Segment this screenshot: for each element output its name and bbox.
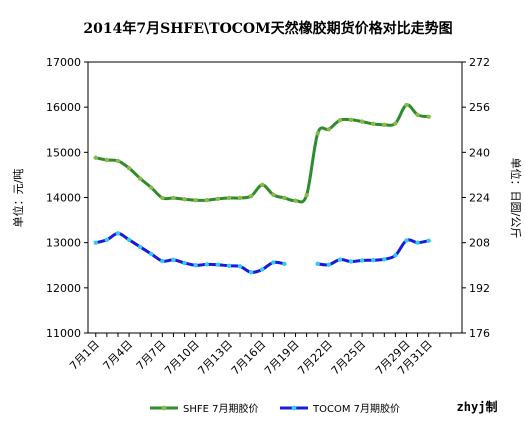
left-y-axis: 11000 12000 13000 14000 15000 16000 17000 bbox=[46, 56, 88, 340]
left-axis-label: 单位：元/吨 bbox=[11, 169, 25, 228]
data-point-shfe bbox=[115, 158, 121, 164]
data-point-tocom bbox=[137, 244, 143, 250]
right-tick-label: 240 bbox=[469, 146, 490, 159]
data-point-tocom bbox=[382, 257, 387, 262]
left-tick-label: 12000 bbox=[46, 282, 81, 295]
data-point-tocom bbox=[104, 237, 110, 243]
data-point-tocom bbox=[204, 262, 209, 267]
left-tick-label: 17000 bbox=[46, 56, 81, 69]
right-axis-label: 单位：日圆/公斤 bbox=[509, 158, 523, 239]
data-point-shfe bbox=[182, 197, 187, 202]
x-tick-label: 7月22日 bbox=[295, 338, 335, 378]
right-tick-label: 272 bbox=[469, 56, 490, 69]
data-point-tocom bbox=[404, 238, 409, 243]
data-point-shfe bbox=[337, 118, 343, 123]
legend-marker-shfe bbox=[161, 405, 167, 411]
left-tick-label: 11000 bbox=[46, 327, 81, 340]
data-point-shfe bbox=[215, 196, 221, 202]
data-point-tocom bbox=[193, 263, 198, 268]
x-axis: 7月1日7月4日7月7日7月10日7月13日7月16日7月19日7月22日7月2… bbox=[67, 333, 452, 378]
left-tick-label: 15000 bbox=[46, 146, 81, 159]
right-y-axis: 176 192 208 224 240 256 272 bbox=[462, 56, 490, 340]
data-point-shfe bbox=[93, 155, 98, 160]
data-point-tocom bbox=[271, 260, 276, 265]
data-point-tocom bbox=[93, 240, 98, 245]
data-point-tocom bbox=[426, 238, 431, 243]
x-tick-label: 7月19日 bbox=[262, 338, 302, 378]
series-layer bbox=[93, 102, 431, 275]
data-point-shfe bbox=[271, 192, 276, 197]
data-point-tocom bbox=[337, 257, 343, 262]
watermark: zhyj制 bbox=[457, 399, 498, 414]
data-point-tocom bbox=[237, 264, 243, 269]
data-point-tocom bbox=[348, 259, 354, 264]
data-point-tocom bbox=[182, 260, 187, 266]
data-point-tocom bbox=[149, 251, 154, 257]
data-point-tocom bbox=[115, 231, 121, 236]
data-point-tocom bbox=[260, 267, 265, 272]
data-point-shfe bbox=[137, 176, 143, 181]
left-tick-label: 13000 bbox=[46, 237, 81, 250]
data-point-shfe bbox=[326, 127, 332, 132]
data-point-shfe bbox=[371, 121, 376, 127]
right-tick-label: 176 bbox=[469, 327, 490, 340]
data-point-tocom bbox=[215, 262, 221, 267]
legend-label-shfe: SHFE 7月期胶价 bbox=[183, 402, 258, 415]
data-point-tocom bbox=[171, 257, 176, 263]
data-point-tocom bbox=[126, 237, 132, 243]
data-point-shfe bbox=[160, 195, 165, 201]
data-point-tocom bbox=[315, 261, 320, 267]
left-tick-label: 16000 bbox=[46, 101, 81, 114]
x-tick-label: 7月1日 bbox=[67, 338, 102, 373]
right-tick-label: 224 bbox=[469, 192, 490, 205]
data-point-tocom bbox=[282, 261, 287, 267]
data-point-tocom bbox=[415, 240, 420, 245]
x-tick-label: 7月13日 bbox=[195, 338, 235, 378]
data-point-shfe bbox=[171, 195, 176, 201]
data-point-shfe bbox=[248, 193, 254, 199]
data-point-shfe bbox=[282, 195, 287, 201]
data-point-shfe bbox=[104, 157, 110, 163]
data-point-shfe bbox=[415, 112, 420, 118]
data-point-shfe bbox=[393, 121, 398, 126]
data-point-tocom bbox=[160, 258, 165, 264]
x-tick-label: 7月25日 bbox=[329, 338, 369, 378]
data-point-shfe bbox=[126, 165, 132, 171]
right-tick-label: 192 bbox=[469, 282, 490, 295]
right-tick-label: 256 bbox=[469, 101, 490, 114]
data-point-tocom bbox=[326, 262, 332, 267]
data-point-tocom bbox=[393, 253, 398, 258]
data-point-tocom bbox=[371, 257, 376, 263]
data-point-shfe bbox=[359, 119, 365, 124]
data-point-shfe bbox=[237, 195, 243, 201]
data-point-shfe bbox=[260, 182, 265, 188]
x-tick-label: 7月16日 bbox=[229, 338, 269, 378]
left-tick-label: 14000 bbox=[46, 192, 81, 205]
data-point-shfe bbox=[149, 185, 154, 190]
data-point-shfe bbox=[226, 195, 232, 201]
right-tick-label: 208 bbox=[469, 237, 490, 250]
plot-area bbox=[87, 61, 463, 334]
x-tick-label: 7月10日 bbox=[162, 338, 202, 378]
legend-marker-tocom bbox=[291, 405, 297, 411]
data-point-tocom bbox=[248, 270, 254, 275]
data-point-shfe bbox=[382, 122, 387, 127]
data-point-tocom bbox=[226, 263, 232, 269]
data-point-shfe bbox=[348, 117, 354, 123]
data-point-shfe bbox=[293, 198, 298, 203]
data-point-shfe bbox=[426, 114, 431, 119]
data-point-shfe bbox=[315, 131, 320, 136]
data-point-shfe bbox=[204, 198, 209, 203]
legend: SHFE 7月期胶价 TOCOM 7月期胶价 bbox=[150, 402, 400, 415]
data-point-shfe bbox=[304, 193, 309, 198]
data-point-tocom bbox=[359, 258, 365, 263]
chart-title: 2014年7月SHFE\TOCOM天然橡胶期货价格对比走势图 bbox=[83, 20, 452, 37]
x-tick-label: 7月4日 bbox=[101, 338, 136, 373]
data-point-shfe bbox=[404, 102, 409, 108]
data-point-shfe bbox=[193, 198, 198, 203]
legend-label-tocom: TOCOM 7月期胶价 bbox=[312, 402, 400, 415]
